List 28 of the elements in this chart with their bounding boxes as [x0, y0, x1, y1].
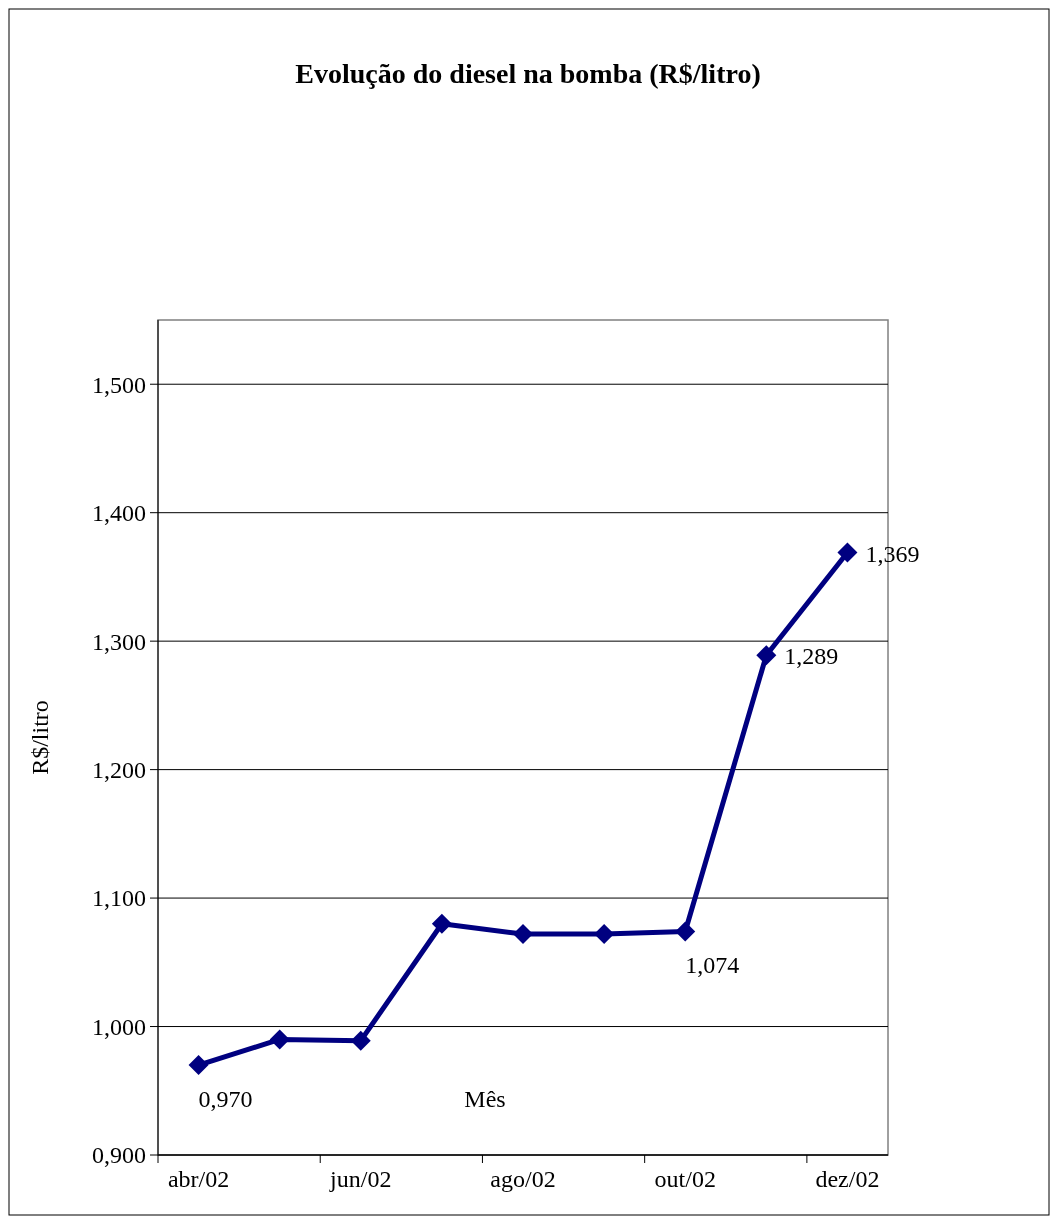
data-label: 0,970: [198, 1086, 253, 1113]
point: [269, 1029, 290, 1050]
x-tick-label: abr/02: [167, 1166, 230, 1192]
x-axis-title: Mês: [464, 1086, 506, 1112]
y-tick-label: 1,100: [92, 885, 146, 912]
point: [431, 913, 452, 934]
y-tick-label: 1,200: [92, 757, 146, 784]
y-tick-label: 1,000: [92, 1013, 146, 1040]
point: [675, 921, 696, 942]
point: [513, 924, 533, 945]
x-tick-label: ago/02: [490, 1166, 556, 1192]
y-tick-label: 1,400: [92, 500, 146, 527]
point: [594, 924, 615, 945]
point: [756, 645, 777, 666]
x-tick-label: dez/02: [815, 1166, 880, 1192]
y-tick-label: 1,300: [92, 628, 146, 655]
y-axis-title: R$/litro: [27, 700, 53, 775]
data-label: 1,289: [784, 643, 839, 670]
x-tick-label: out/02: [654, 1166, 716, 1192]
data-label: 1,369: [865, 540, 920, 567]
point: [188, 1055, 209, 1076]
chart-title: Evolução do diesel na bomba (R$/litro): [295, 58, 761, 89]
point: [350, 1030, 371, 1051]
y-tick-label: 0,900: [92, 1142, 146, 1169]
data-label: 1,074: [685, 952, 740, 979]
point: [837, 542, 858, 563]
y-tick-label: 1,500: [92, 371, 146, 398]
x-tick-label: jun/02: [329, 1166, 392, 1192]
